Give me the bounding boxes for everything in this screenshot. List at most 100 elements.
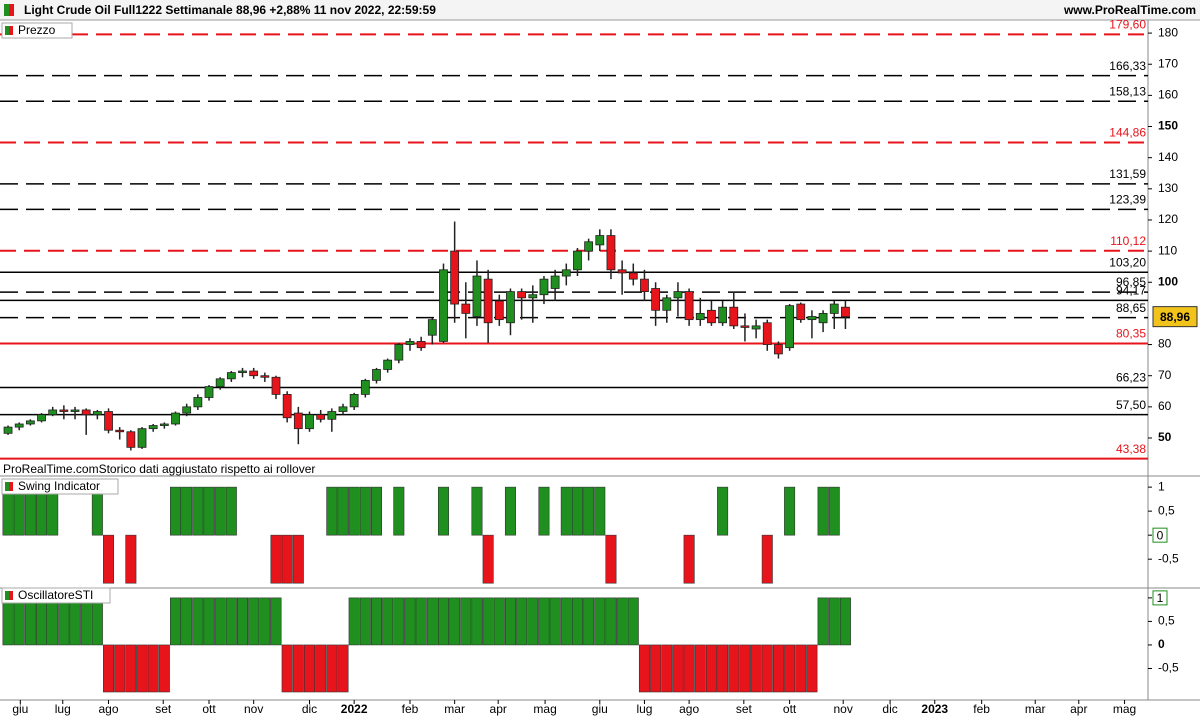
candle-body: [517, 291, 527, 299]
candle-body: [338, 406, 348, 412]
bar: [292, 644, 304, 693]
x-tick-label: ott: [783, 702, 797, 716]
panel-title: Swing Indicator: [18, 479, 100, 493]
y-tick-label: 170: [1158, 56, 1178, 70]
y-tick-label: 180: [1158, 25, 1178, 39]
candle-body: [372, 369, 381, 381]
bar: [370, 597, 382, 646]
y-tick-label: 50: [1158, 430, 1172, 444]
panel-label: Prezzo: [1, 22, 73, 39]
candle-body: [651, 288, 661, 311]
bar: [348, 597, 360, 646]
bar: [103, 644, 115, 693]
candle-body: [327, 411, 337, 420]
level-label: 123,39: [1109, 193, 1146, 207]
bar: [583, 597, 595, 646]
x-tick-label: ago: [99, 702, 119, 716]
x-tick-label: giu: [12, 702, 28, 716]
candle-body: [684, 291, 694, 321]
bar: [337, 486, 349, 536]
candle-body: [472, 275, 482, 317]
bar: [214, 597, 226, 646]
level-label: 166,33: [1109, 59, 1146, 73]
x-tick-label: mag: [533, 702, 556, 716]
bar: [605, 597, 617, 646]
candle-body: [293, 412, 303, 430]
y-tick-label: 120: [1158, 212, 1178, 226]
y-tick-label: 80: [1158, 337, 1172, 351]
x-tick-label: feb: [402, 702, 419, 716]
candle-body: [707, 309, 716, 324]
x-tick-label: 2023: [921, 702, 948, 716]
candle-body: [762, 322, 772, 345]
bar: [337, 644, 349, 693]
candle-body: [37, 414, 46, 422]
bar: [203, 486, 215, 536]
bar: [259, 597, 271, 646]
x-tick-label: nov: [834, 702, 853, 716]
candle-body: [394, 344, 404, 361]
bar: [370, 486, 382, 536]
bar: [750, 644, 762, 693]
level-label: 66,23: [1116, 371, 1146, 385]
bar: [58, 597, 70, 646]
x-tick-label: ago: [679, 702, 699, 716]
bar: [728, 644, 740, 693]
last-price-badge: [1152, 306, 1198, 328]
bar: [181, 597, 193, 646]
y-tick-label: 60: [1158, 399, 1172, 413]
bar: [203, 597, 215, 646]
bar: [404, 597, 416, 646]
bar: [281, 644, 293, 693]
last-value-badge: [1152, 590, 1168, 606]
bar: [80, 597, 92, 646]
bar: [560, 486, 572, 536]
bar: [13, 597, 25, 646]
bar: [839, 597, 851, 646]
bar: [125, 644, 137, 693]
bar: [471, 597, 483, 646]
candle-body: [59, 409, 69, 412]
bar: [806, 644, 818, 693]
candle-body: [774, 344, 783, 355]
site-name[interactable]: www.ProRealTime.com: [1063, 3, 1196, 17]
bar: [147, 644, 159, 693]
bar: [493, 597, 505, 646]
y-tick-label: 0,5: [1158, 614, 1175, 628]
panel-label: Swing Indicator: [1, 478, 119, 495]
bar: [125, 534, 137, 584]
candle-body: [506, 291, 515, 324]
level-label: 179,60: [1109, 17, 1146, 31]
y-tick-label: 110: [1158, 243, 1177, 257]
bar: [761, 534, 773, 584]
panel-label: OscillatoreSTI: [1, 587, 111, 604]
icon: [4, 4, 9, 16]
bar: [326, 486, 338, 536]
bar: [638, 644, 650, 693]
last-value-label: 0: [1157, 528, 1164, 542]
candle-body: [807, 316, 817, 321]
last-price-label: 88,96: [1160, 310, 1190, 324]
candle-body: [104, 411, 113, 431]
candle-body: [260, 375, 270, 378]
candle-body: [159, 423, 169, 426]
bar: [114, 644, 126, 693]
y-tick-label: 0: [1158, 637, 1165, 651]
bar: [393, 597, 405, 646]
candle-body: [584, 241, 594, 252]
bar: [393, 486, 405, 536]
bar: [527, 597, 539, 646]
bar: [248, 597, 260, 646]
bar: [828, 486, 840, 536]
y-tick-label: 0,5: [1158, 503, 1175, 517]
bar: [24, 597, 36, 646]
level-label: 88,65: [1116, 301, 1146, 315]
panel-label-box: [1, 478, 119, 495]
icon: [9, 482, 13, 491]
candle-body: [628, 272, 638, 280]
bar: [437, 486, 449, 536]
x-tick-label: dic: [882, 702, 897, 716]
candle-body: [673, 291, 683, 299]
panel-label-box: [1, 22, 73, 39]
x-tick-label: mar: [444, 702, 465, 716]
